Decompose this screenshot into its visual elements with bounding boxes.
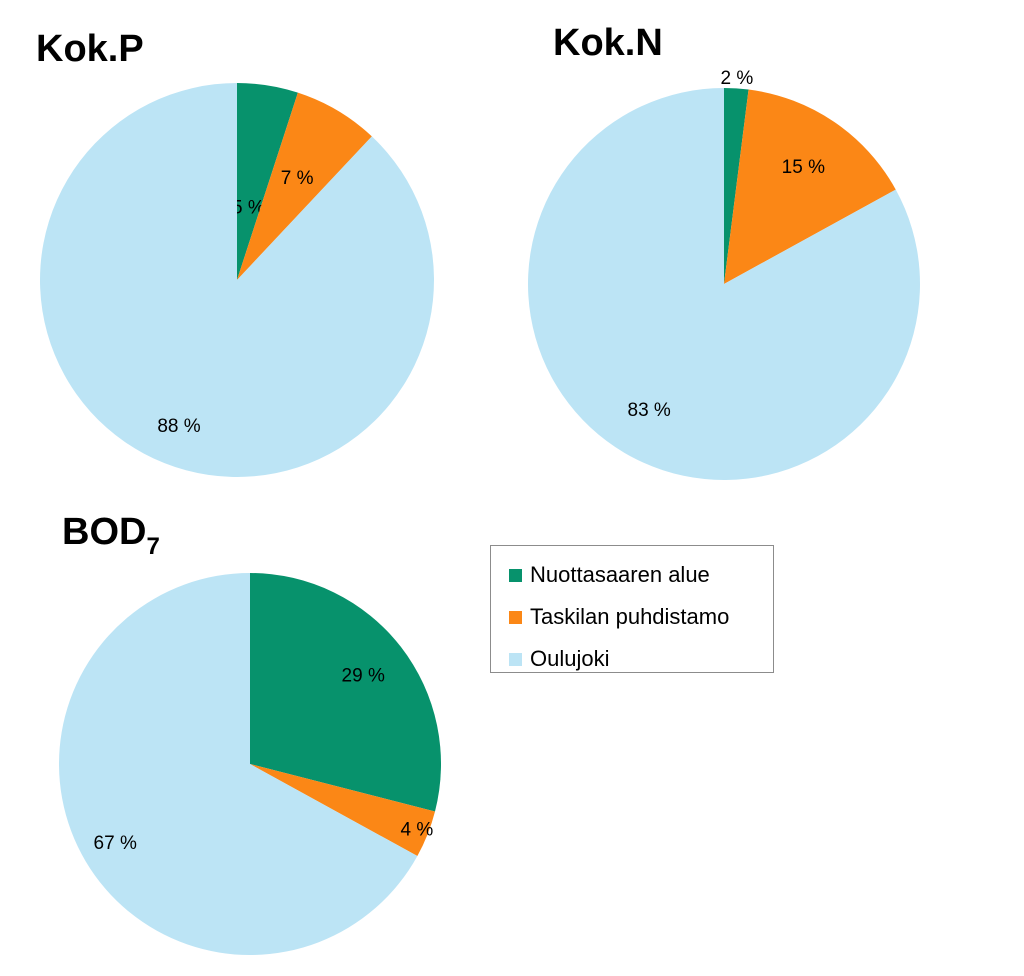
data-label-nuottasaaren-alue: 2 % xyxy=(721,68,754,89)
data-label-taskilan-puhdistamo: 15 % xyxy=(782,157,825,178)
pie-slice-oulujoki xyxy=(39,82,435,477)
data-label-oulujoki: 88 % xyxy=(157,416,200,437)
chart-title-kok-n: Kok.N xyxy=(553,22,663,64)
legend-label-nuottasaaren-alue: Nuottasaaren alue xyxy=(530,562,710,587)
pie-slice-oulujoki xyxy=(58,573,418,955)
data-label-taskilan-puhdistamo: 4 % xyxy=(401,820,434,841)
legend-swatch-nuottasaaren-alue xyxy=(509,568,522,582)
legend-swatch-taskilan-puhdistamo xyxy=(509,610,522,624)
legend-item-taskilan-puhdistamo: Taskilan puhdistamo xyxy=(509,596,773,638)
pie-slice-taskilan-puhdistamo xyxy=(724,89,896,284)
pie-slice-nuottasaaren-alue xyxy=(237,83,298,280)
chart-title-bod-text: BOD xyxy=(62,511,147,553)
pie-slice-taskilan-puhdistamo xyxy=(237,92,372,280)
legend: Nuottasaaren alue Taskilan puhdistamo Ou… xyxy=(490,545,774,673)
data-label-oulujoki: 67 % xyxy=(94,833,137,854)
pie-slice-taskilan-puhdistamo xyxy=(250,764,435,857)
legend-item-oulujoki: Oulujoki xyxy=(509,638,773,680)
legend-swatch-oulujoki xyxy=(509,652,522,666)
pie-slice-nuottasaaren-alue xyxy=(724,88,749,284)
data-label-oulujoki: 83 % xyxy=(628,400,671,421)
pie-slice-nuottasaaren-alue xyxy=(250,573,441,812)
data-label-nuottasaaren-alue: 5 % xyxy=(232,198,265,219)
legend-label-oulujoki: Oulujoki xyxy=(530,646,610,671)
legend-item-nuottasaaren-alue: Nuottasaaren alue xyxy=(509,554,773,596)
data-label-taskilan-puhdistamo: 7 % xyxy=(281,168,314,189)
data-label-nuottasaaren-alue: 29 % xyxy=(342,666,385,687)
chart-title-bod-subscript: 7 xyxy=(146,533,160,560)
legend-label-taskilan-puhdistamo: Taskilan puhdistamo xyxy=(530,604,730,629)
chart-title-bod7: BOD7 xyxy=(62,511,160,559)
pie-slice-oulujoki xyxy=(528,88,920,480)
chart-title-kok-p: Kok.P xyxy=(36,28,144,70)
